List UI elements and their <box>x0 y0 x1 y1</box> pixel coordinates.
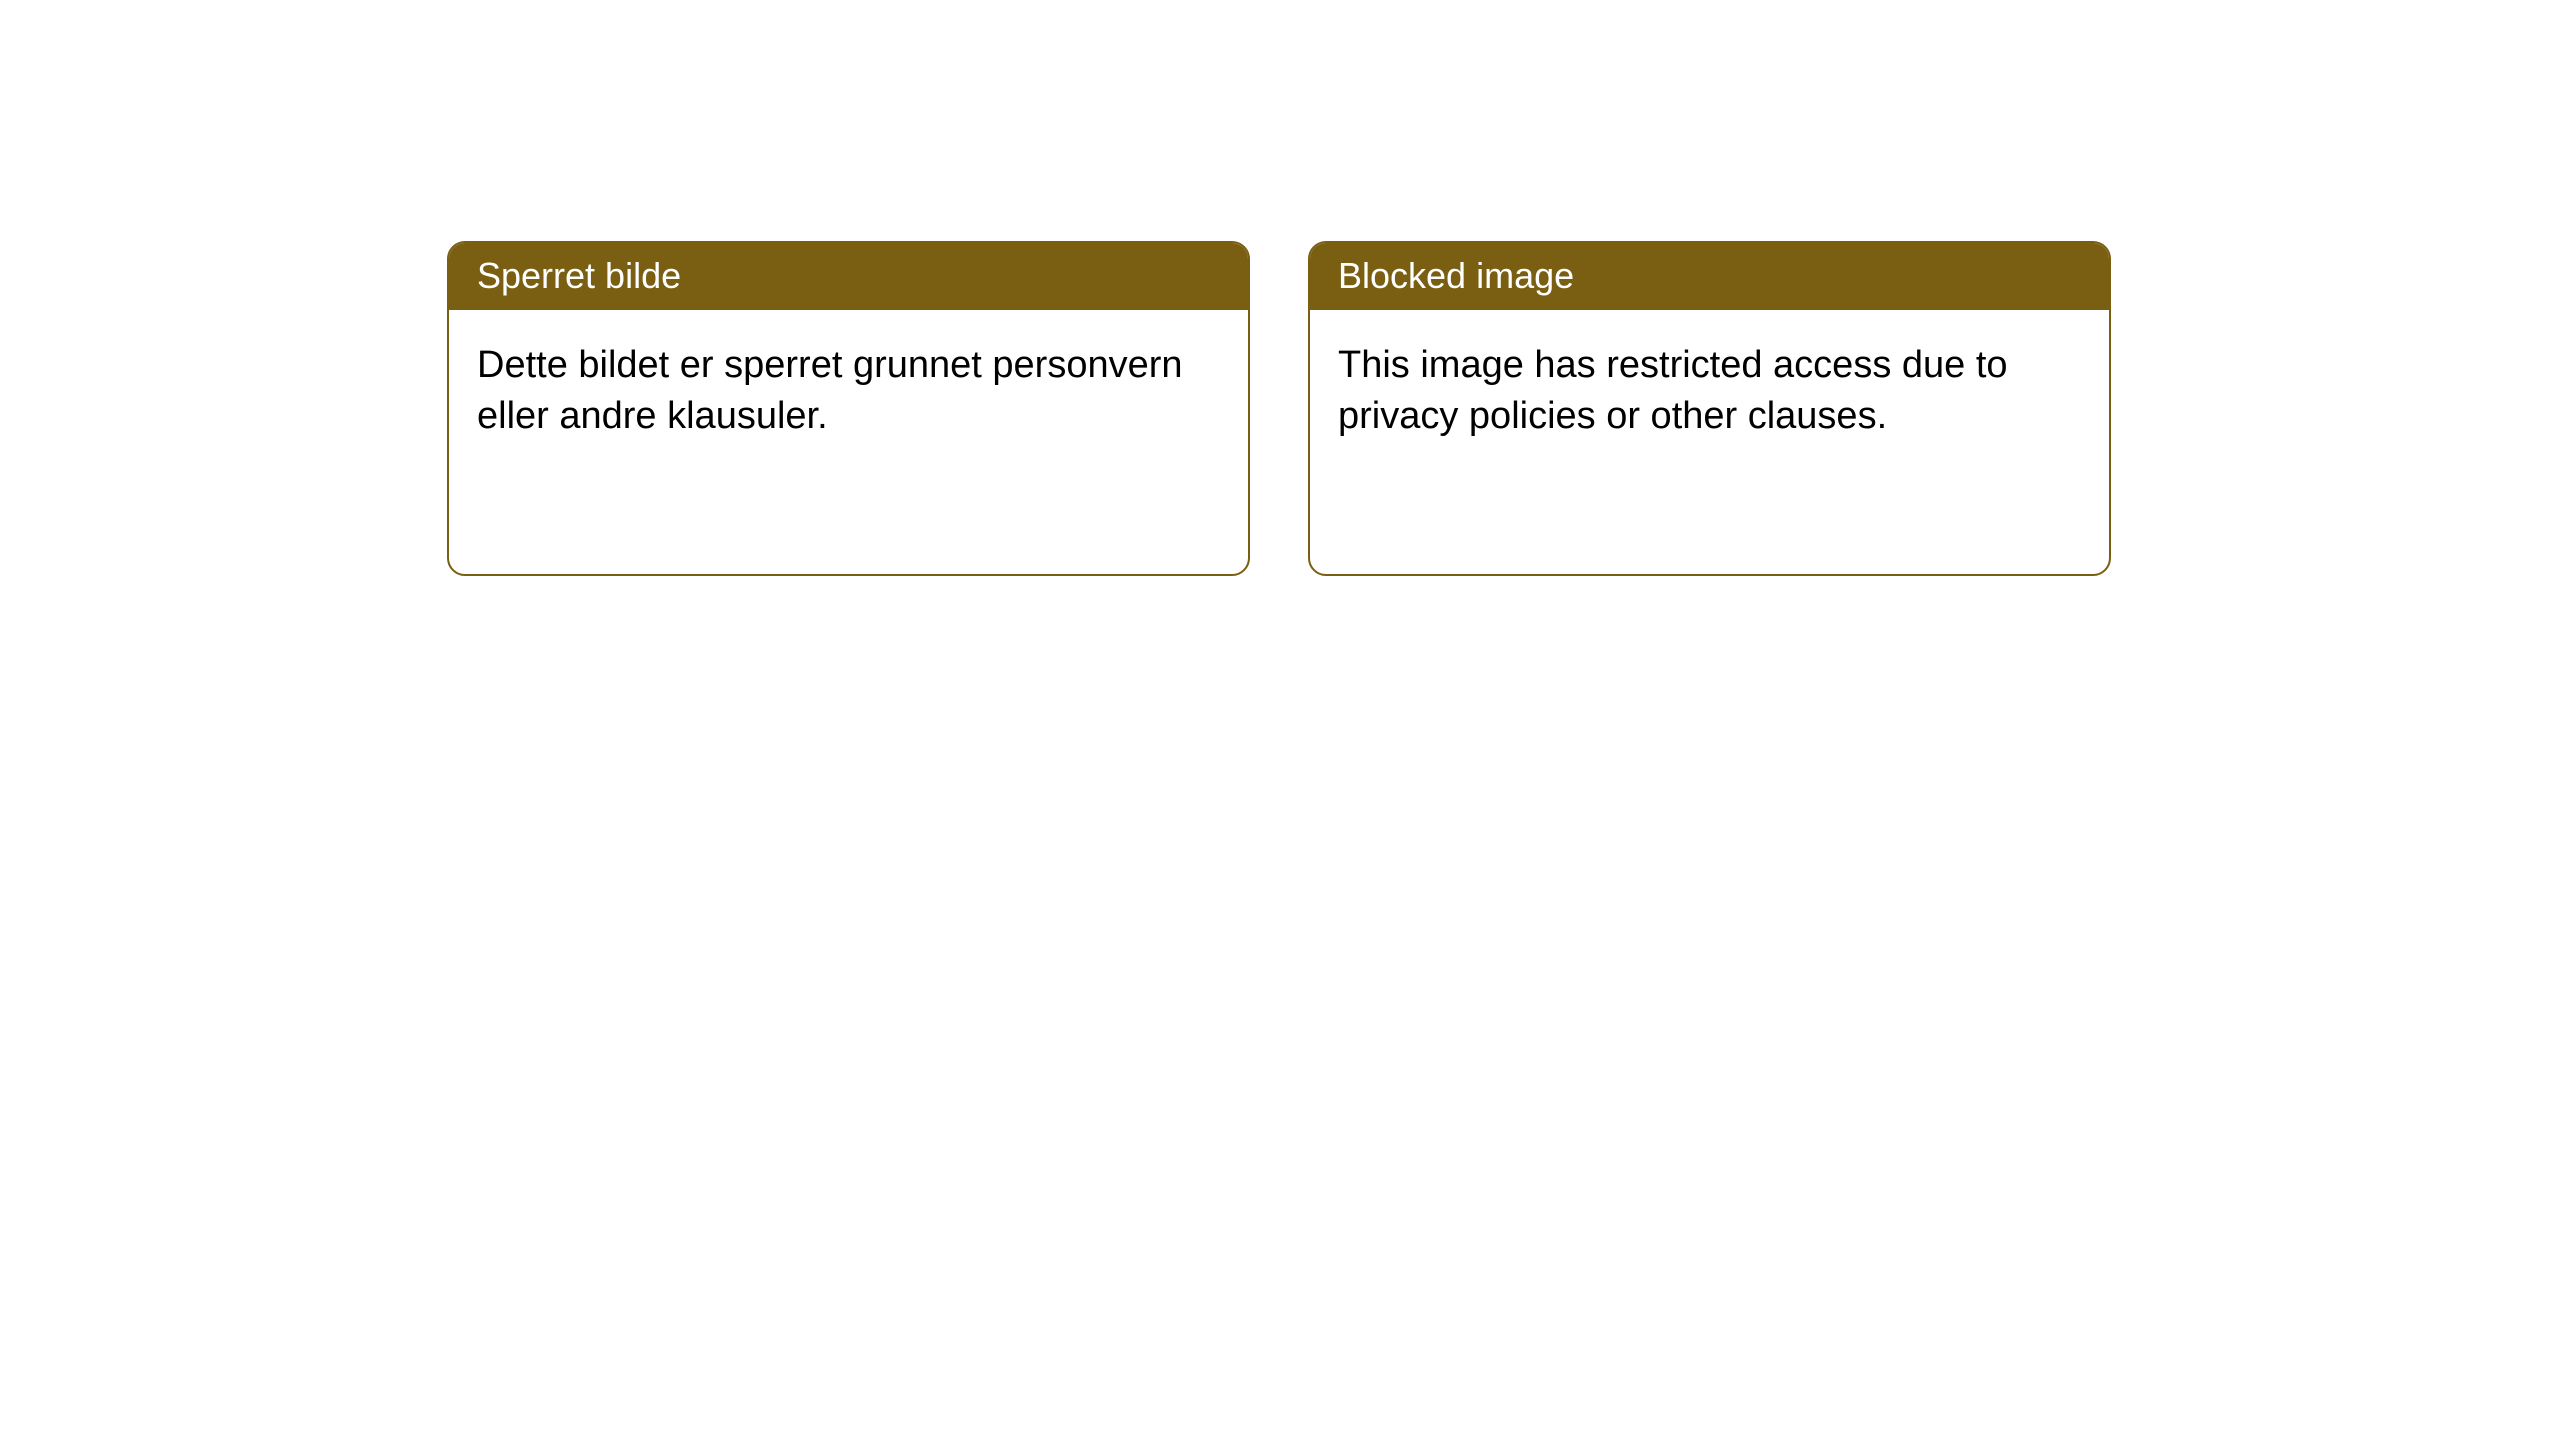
notice-body: This image has restricted access due to … <box>1310 310 2109 473</box>
notice-container: Sperret bilde Dette bildet er sperret gr… <box>447 241 2111 576</box>
notice-header: Sperret bilde <box>449 243 1248 310</box>
notice-card-english: Blocked image This image has restricted … <box>1308 241 2111 576</box>
notice-header: Blocked image <box>1310 243 2109 310</box>
notice-body: Dette bildet er sperret grunnet personve… <box>449 310 1248 473</box>
notice-card-norwegian: Sperret bilde Dette bildet er sperret gr… <box>447 241 1250 576</box>
